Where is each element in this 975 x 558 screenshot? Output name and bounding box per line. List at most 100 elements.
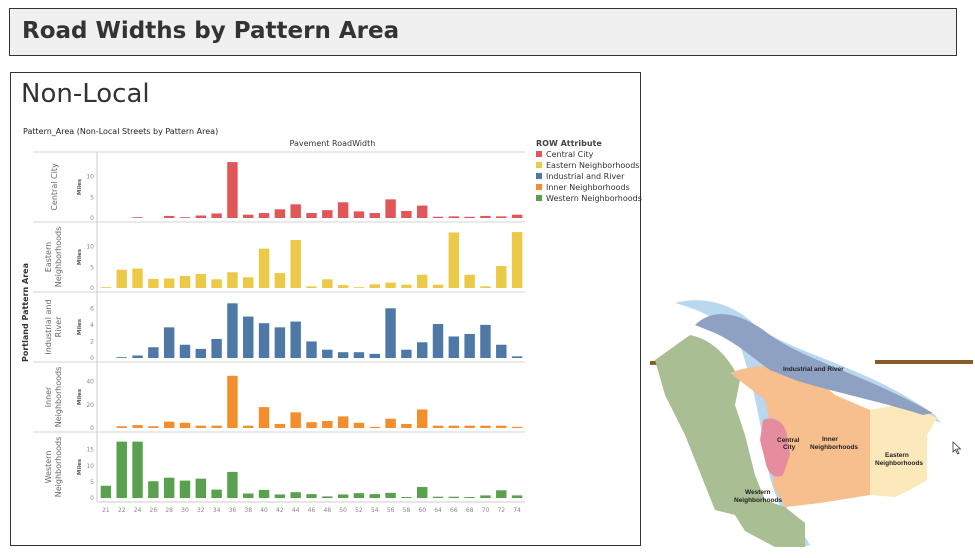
bar [179, 344, 191, 358]
legend-swatch [536, 173, 542, 179]
bar [353, 493, 365, 498]
x-tick-label: 26 [150, 507, 158, 514]
x-tick-label: 22 [118, 507, 126, 514]
bar [464, 425, 475, 428]
bar [290, 492, 301, 498]
bar [148, 481, 159, 498]
map-label-western-2: Neighborhoods [734, 497, 782, 504]
bar [416, 487, 428, 498]
bar [511, 356, 523, 358]
x-tick-label: 38 [244, 507, 252, 514]
bar [496, 490, 507, 498]
bar [322, 349, 333, 358]
y-axis-title: Portland Pattern Area [21, 263, 30, 362]
x-tick-label: 32 [197, 507, 205, 514]
map-label-central-1: Central [777, 437, 800, 444]
bar [496, 344, 507, 358]
bar [464, 216, 475, 218]
bar [163, 477, 175, 498]
legend-label: Industrial and River [546, 172, 625, 181]
bar [274, 209, 286, 218]
panel-row-label: Industrial and [44, 299, 53, 354]
panel-y-label: Miles [77, 458, 83, 475]
bar [148, 278, 159, 288]
bar [179, 217, 191, 218]
bar [385, 282, 396, 288]
bar [274, 273, 286, 288]
legend-item-western-neighborhoods[interactable]: Western Neighborhoods [536, 193, 642, 204]
bar [243, 493, 254, 498]
bar [211, 338, 222, 358]
panel-title: Non-Local [21, 79, 150, 109]
bar [464, 333, 475, 358]
y-tick-label: 5 [90, 194, 94, 201]
legend-item-central-city[interactable]: Central City [536, 149, 642, 160]
bar [385, 492, 396, 498]
bar [116, 269, 127, 288]
bar [148, 426, 159, 428]
x-tick-label: 56 [387, 507, 395, 514]
legend-item-eastern-neighborhoods[interactable]: Eastern Neighborhoods [536, 160, 642, 171]
bar [227, 375, 238, 428]
chart-title: Pattern_Area (Non-Local Streets by Patte… [23, 127, 219, 136]
bar [163, 421, 175, 428]
bar [290, 204, 301, 218]
bar [195, 478, 207, 498]
bar [274, 494, 286, 498]
x-tick-label: 58 [403, 507, 411, 514]
bar [448, 336, 460, 358]
x-tick-label: 30 [181, 507, 189, 514]
x-tick-label: 72 [497, 507, 505, 514]
bar [243, 316, 254, 358]
bar [480, 425, 491, 428]
bar [274, 327, 286, 358]
x-tick-label: 44 [292, 507, 300, 514]
y-tick-label: 0 [90, 355, 94, 362]
legend-swatch [536, 184, 542, 190]
pattern-area-map: Industrial and River Central City Inner … [649, 300, 973, 547]
panel-row-label: Central City [50, 163, 59, 211]
y-tick-label: 4 [90, 322, 94, 329]
y-tick-label: 0 [90, 495, 94, 502]
panel-y-label: Miles [77, 248, 83, 265]
bar [306, 213, 317, 218]
y-tick-label: 40 [86, 379, 94, 386]
bar [306, 422, 317, 428]
y-tick-label: 10 [86, 174, 94, 181]
bar [448, 496, 460, 498]
bar [496, 216, 507, 218]
x-tick-label: 64 [434, 507, 442, 514]
legend-item-inner-neighborhoods[interactable]: Inner Neighborhoods [536, 182, 642, 193]
bar [211, 279, 222, 288]
bar [432, 284, 444, 288]
bar [480, 286, 491, 288]
legend-label: Western Neighborhoods [546, 194, 642, 203]
bar [385, 308, 396, 358]
bar [448, 216, 460, 218]
map-area-inner [730, 365, 870, 507]
legend-item-industrial-and-river[interactable]: Industrial and River [536, 171, 642, 182]
y-tick-label: 10 [86, 244, 94, 251]
x-tick-label: 54 [371, 507, 379, 514]
bar [179, 422, 191, 428]
panel-row-label: Neighborhoods [54, 437, 63, 498]
bar [337, 202, 349, 218]
bar [480, 495, 491, 498]
map-label-central-2: City [783, 444, 796, 451]
mouse-cursor-icon [952, 441, 962, 455]
x-tick-label: 24 [134, 507, 142, 514]
bar [337, 416, 349, 428]
bar [369, 284, 380, 288]
panel-row-label: River [54, 316, 63, 337]
bar [132, 217, 143, 218]
bar [432, 425, 444, 428]
bar [290, 239, 301, 288]
bar [163, 278, 175, 288]
bar [432, 496, 444, 498]
bar [337, 494, 349, 498]
bar [401, 284, 412, 288]
bar [401, 497, 412, 498]
bar [416, 342, 428, 358]
bar [464, 274, 475, 288]
bar [337, 285, 349, 288]
